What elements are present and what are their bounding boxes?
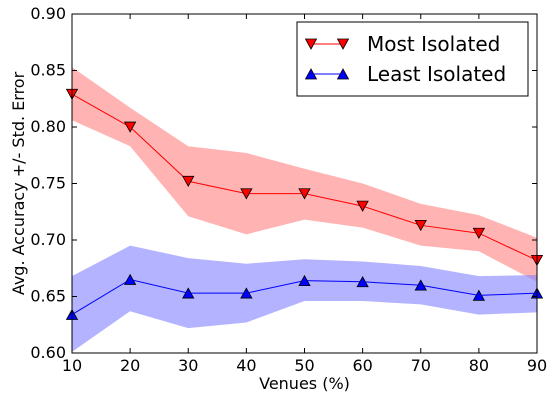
x-tick-label-80: 80 [469, 356, 489, 375]
legend-label-least-isolated: Least Isolated [367, 62, 506, 86]
data-point-least-isolated-60 [356, 276, 369, 288]
y-tick-label-0.75: 0.75 [30, 174, 66, 193]
legend-label-most-isolated: Most Isolated [367, 32, 500, 56]
y-axis-ticks: 0.60 0.65 0.70 0.75 0.80 0.85 0.90 [30, 4, 537, 362]
legend-marker-most-isolated-right [336, 38, 350, 50]
x-tick-label-40: 40 [236, 356, 256, 375]
x-tick-label-70: 70 [411, 356, 431, 375]
x-tick-label-50: 50 [294, 356, 314, 375]
y-tick-label-0.60: 0.60 [30, 343, 66, 362]
data-point-least-isolated-70 [414, 279, 427, 291]
data-point-most-isolated-40 [240, 188, 253, 200]
data-point-least-isolated-50 [298, 274, 311, 287]
y-tick-label-0.85: 0.85 [30, 61, 66, 80]
x-tick-label-20: 20 [120, 356, 140, 375]
x-axis-ticks: 10 20 30 40 50 60 70 80 90 [62, 14, 547, 375]
legend-marker-least-isolated-left [304, 68, 318, 80]
x-axis-label: Venues (%) [259, 374, 350, 393]
legend-marker-most-isolated-left [304, 38, 318, 50]
legend: Most Isolated Least Isolated [296, 21, 529, 97]
y-tick-label-0.80: 0.80 [30, 117, 66, 136]
legend-marker-least-isolated-right [336, 68, 350, 80]
data-point-most-isolated-70 [414, 219, 427, 232]
data-point-most-isolated-20 [123, 121, 137, 133]
legend-box [296, 21, 529, 97]
y-tick-label-0.90: 0.90 [30, 4, 66, 23]
data-point-least-isolated-80 [472, 289, 486, 301]
x-tick-label-60: 60 [352, 356, 372, 375]
data-point-most-isolated-30 [182, 175, 195, 188]
data-point-most-isolated-80 [472, 227, 486, 239]
y-tick-label-0.70: 0.70 [30, 230, 66, 249]
data-point-least-isolated-20 [123, 273, 137, 285]
data-point-most-isolated-60 [356, 200, 369, 212]
x-tick-label-10: 10 [62, 356, 82, 375]
data-point-least-isolated-40 [240, 287, 253, 299]
x-tick-label-90: 90 [527, 356, 547, 375]
error-bands [72, 67, 537, 352]
data-point-least-isolated-30 [182, 287, 195, 299]
x-tick-label-30: 30 [178, 356, 198, 375]
data-point-most-isolated-50 [298, 188, 311, 200]
error-band-least-isolated [72, 245, 537, 352]
y-axis-label: Avg. Accuracy +/- Std. Error [9, 71, 28, 295]
y-tick-label-0.65: 0.65 [30, 287, 66, 306]
